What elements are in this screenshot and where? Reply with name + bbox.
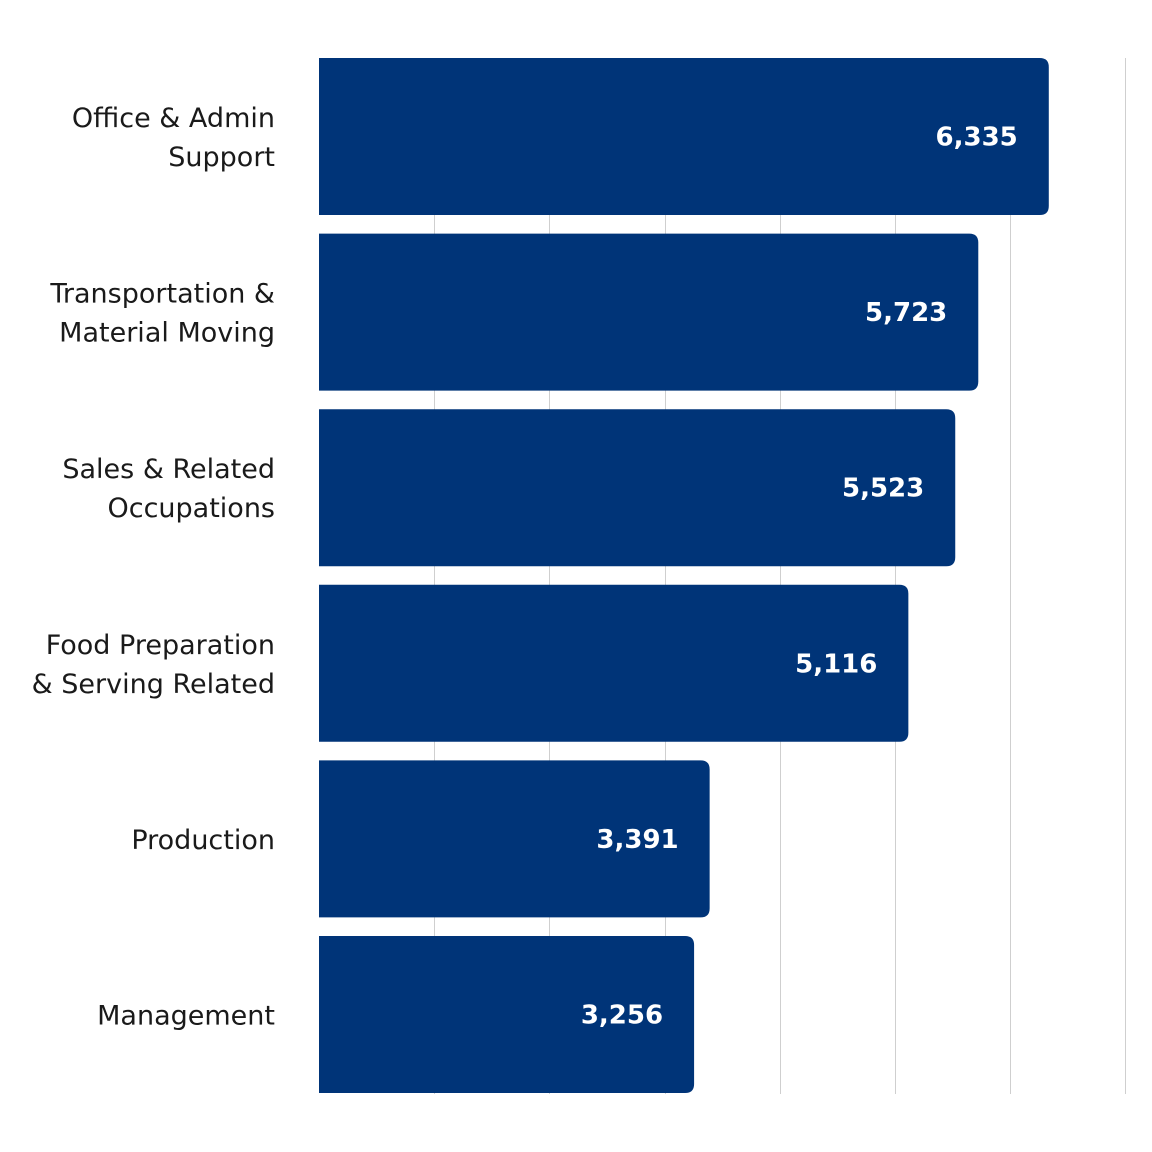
gridlines	[434, 58, 1126, 1094]
bar-value-label: 3,256	[581, 1001, 663, 1031]
bar	[319, 584, 909, 742]
category-labels: Office & Admin Support Transportation & Mat…	[32, 103, 275, 1032]
bar-value-label: 6,335	[936, 123, 1018, 153]
bar	[319, 760, 710, 918]
bar	[319, 936, 695, 1093]
bar	[319, 233, 979, 391]
category-label: Support	[168, 142, 275, 173]
bars	[319, 58, 1049, 1093]
bar-value-label: 5,116	[795, 649, 877, 679]
category-label: Food Preparation	[46, 630, 275, 661]
bar	[319, 409, 956, 567]
bar	[319, 58, 1049, 215]
category-label: Occupations	[107, 493, 275, 524]
category-label: & Serving Related	[32, 669, 275, 700]
value-labels: 6,335 5,723 5,523 5,116 3,391 3,256	[581, 123, 1018, 1031]
category-label: Transportation &	[49, 279, 275, 310]
bar-value-label: 5,523	[842, 474, 924, 504]
category-label: Production	[131, 825, 275, 856]
bar-value-label: 5,723	[865, 298, 947, 328]
category-label: Material Moving	[59, 318, 275, 349]
category-label: Sales & Related	[62, 454, 275, 485]
category-label: Office & Admin	[72, 103, 275, 134]
category-label: Management	[97, 1001, 275, 1032]
bar-value-label: 3,391	[596, 825, 678, 855]
